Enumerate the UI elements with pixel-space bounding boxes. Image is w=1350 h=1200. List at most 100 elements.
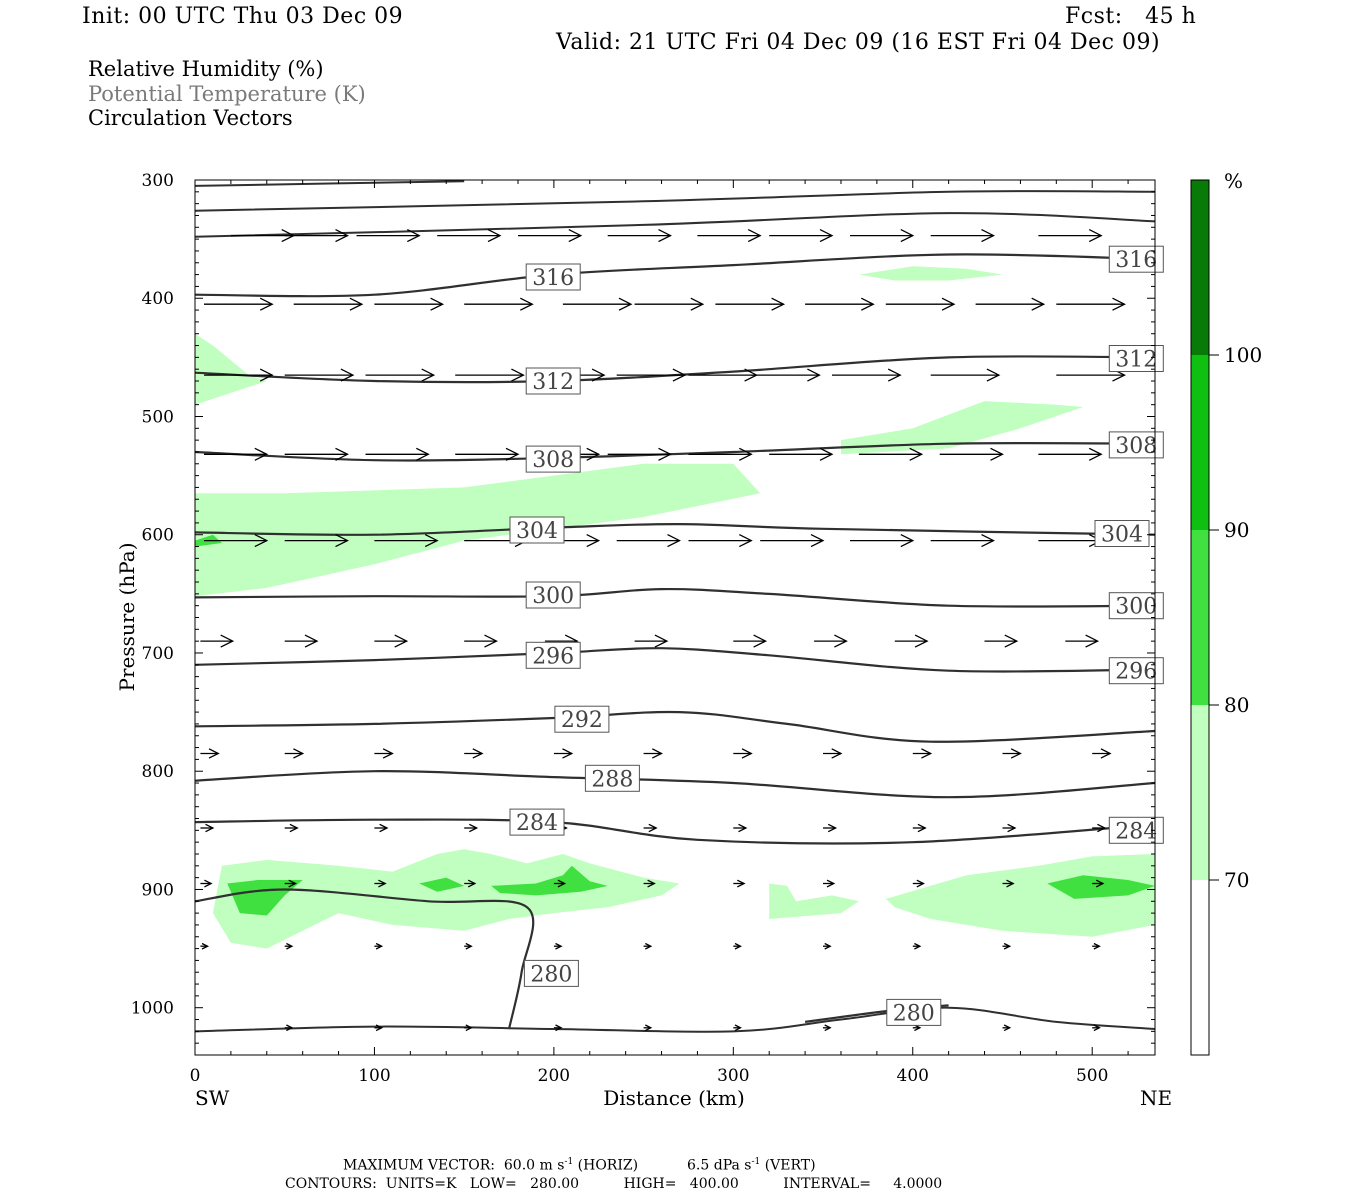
valid-time: Valid: 21 UTC Fri 04 Dec 09 (16 EST Fri … (556, 30, 1161, 55)
colorbar-label-90: 90 (1224, 518, 1249, 542)
vector-arrow (616, 368, 687, 382)
x-endpoint-ne: NE (1140, 1086, 1172, 1110)
vector-arrow (823, 748, 843, 759)
vector-arrow (374, 534, 439, 548)
vector-arrow (464, 879, 477, 888)
colorbar-band-90-100 (1191, 355, 1209, 530)
vector-arrow (912, 1024, 922, 1032)
isentrope-label-box (525, 581, 581, 609)
colorbar-label-70: 70 (1224, 868, 1249, 892)
vector-arrow (464, 823, 479, 833)
vector-arrow (912, 823, 927, 833)
isentrope-label-box (1108, 431, 1164, 459)
vector-arrow (284, 823, 299, 833)
isentrope-label: 316 (1115, 248, 1157, 273)
y-tick-label: 600 (142, 526, 174, 546)
vector-arrow (365, 368, 436, 382)
y-tick-label: 400 (142, 289, 174, 309)
x-tick-label: 400 (897, 1066, 929, 1086)
rh-region-70-80-4 (212, 849, 680, 949)
isentrope-label-box (525, 263, 581, 291)
vector-arrow (464, 1024, 473, 1032)
isentrope-292-6 (194, 710, 1156, 743)
vector-arrow (455, 447, 520, 461)
vector-arrow (1092, 1024, 1101, 1032)
isentrope-label-box (509, 516, 565, 544)
vector-arrow (1002, 748, 1022, 759)
vector-arrow (1092, 942, 1101, 950)
isentrope-284-8 (194, 818, 1156, 845)
isentrope-label: 312 (1115, 348, 1157, 373)
rh-region-70-80-3 (858, 266, 1003, 281)
vector-arrow (823, 1024, 832, 1032)
isentrope-label-box (1108, 657, 1164, 685)
x-tick-label: 100 (358, 1066, 390, 1086)
vector-arrow (912, 942, 922, 950)
isentrope-top-c (194, 212, 1156, 238)
vector-arrow (374, 634, 409, 648)
vector-arrow (733, 634, 768, 648)
vector-arrow (715, 297, 786, 311)
isentrope-label: 300 (532, 584, 574, 609)
rh-region-70-80-6 (885, 854, 1155, 937)
x-tick-label: 0 (190, 1066, 201, 1086)
y-tick-label: 900 (142, 880, 174, 900)
vector-arrow (374, 879, 387, 888)
vector-arrow (1092, 748, 1112, 759)
vector-arrow (200, 634, 235, 648)
vector-arrow (464, 634, 498, 648)
colorbar-unit: % (1224, 169, 1243, 193)
vector-arrow (230, 229, 296, 243)
vector-layer (200, 229, 1126, 1032)
vector-arrow (643, 823, 658, 833)
vector-arrow (365, 447, 430, 461)
vector-arrow (858, 447, 924, 461)
vector-arrow (374, 942, 384, 950)
vector-arrow (643, 942, 653, 950)
vector-arrow (634, 634, 669, 648)
vector-arrow (643, 1024, 653, 1032)
vector-arrow (464, 942, 473, 950)
vector-arrow (1002, 823, 1017, 833)
vector-arrow (733, 1024, 742, 1032)
vector-arrow (975, 297, 1046, 311)
vector-arrow (885, 297, 956, 311)
isentrope-label-box (886, 998, 942, 1026)
isentrope-label: 296 (532, 644, 574, 669)
isentrope-label: 280 (893, 1001, 935, 1026)
vector-arrow (204, 297, 274, 311)
colorbar-band-100plus (1191, 180, 1209, 355)
vector-arrow (769, 229, 834, 243)
vector-arrow (939, 447, 1004, 461)
vector-arrow (553, 1024, 563, 1032)
isentrope-label: 300 (1115, 595, 1157, 620)
rh-region-80-90-8 (419, 877, 465, 892)
isentrope-label-box (525, 641, 581, 669)
isentrope-label-box (525, 445, 581, 473)
y-axis-label: Pressure (hPa) (115, 543, 139, 692)
colorbar: % 100 90 80 70 (1190, 169, 1262, 1056)
vector-arrow (455, 368, 525, 382)
vector-arrow (1056, 297, 1126, 311)
vector-arrow (284, 879, 297, 888)
vector-arrow (1002, 879, 1015, 888)
colorbar-label-100: 100 (1224, 343, 1262, 367)
vector-arrow (374, 823, 389, 833)
colorbar-band-80-90 (1191, 530, 1209, 705)
isentrope-300-4 (194, 587, 1156, 608)
vector-arrow (984, 634, 1019, 648)
vector-arrow (356, 229, 421, 243)
vector-arrow (204, 447, 269, 461)
isentrope-label: 284 (516, 811, 558, 836)
vector-arrow (284, 368, 355, 382)
isentrope-label-box (525, 367, 581, 395)
vector-arrow (643, 879, 656, 888)
vector-arrow (733, 942, 742, 950)
isentrope-label: 280 (530, 962, 572, 987)
vector-arrow (688, 447, 753, 461)
x-axis-label: Distance (km) (603, 1086, 745, 1110)
vector-arrow (751, 368, 821, 382)
vector-arrow (850, 229, 915, 243)
init-time: Init: 00 UTC Thu 03 Dec 09 (82, 4, 404, 29)
vector-arrow (284, 534, 349, 548)
